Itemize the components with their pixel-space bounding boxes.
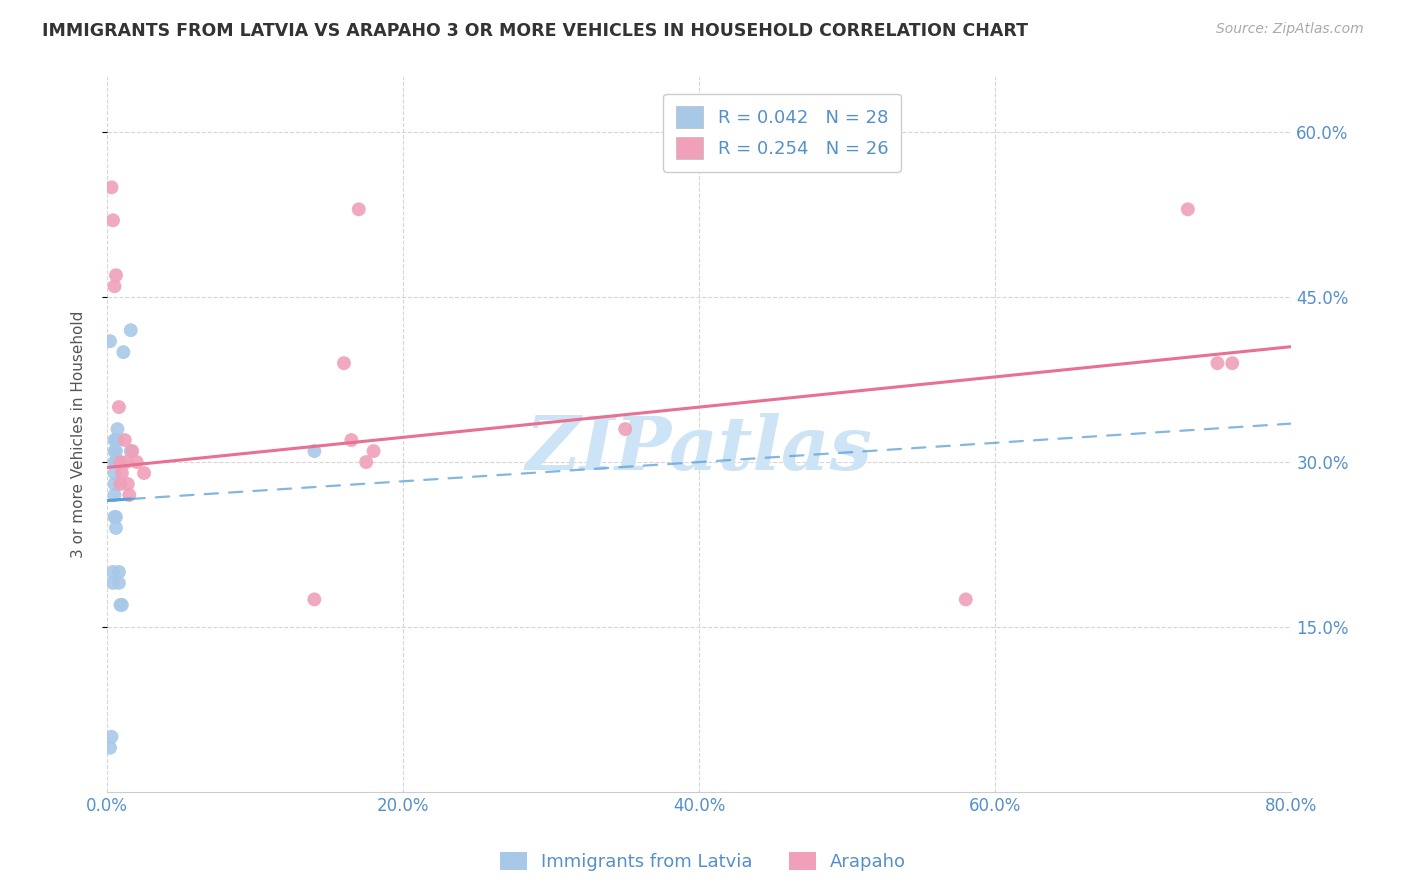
Point	[103, 466, 125, 480]
Point	[104, 521, 127, 535]
Point	[304, 444, 326, 458]
Point	[347, 202, 370, 217]
Point	[114, 433, 136, 447]
Point	[110, 598, 132, 612]
Point	[110, 455, 132, 469]
Point	[1177, 202, 1199, 217]
Point	[1206, 356, 1229, 370]
Point	[103, 444, 125, 458]
Point	[104, 510, 127, 524]
Text: IMMIGRANTS FROM LATVIA VS ARAPAHO 3 OR MORE VEHICLES IN HOUSEHOLD CORRELATION CH: IMMIGRANTS FROM LATVIA VS ARAPAHO 3 OR M…	[42, 22, 1028, 40]
Point	[103, 433, 125, 447]
Point	[333, 356, 356, 370]
Point	[103, 488, 125, 502]
Point	[118, 488, 141, 502]
Point	[340, 433, 363, 447]
Point	[100, 180, 122, 194]
Point	[104, 268, 127, 283]
Point	[120, 444, 142, 458]
Point	[107, 433, 129, 447]
Point	[110, 477, 132, 491]
Point	[354, 455, 377, 469]
Point	[104, 433, 127, 447]
Point	[132, 466, 155, 480]
Point	[104, 444, 127, 458]
Point	[103, 455, 125, 469]
Point	[100, 730, 122, 744]
Point	[111, 466, 134, 480]
Point	[112, 345, 135, 359]
Point	[120, 323, 142, 337]
Point	[363, 444, 385, 458]
Point	[955, 592, 977, 607]
Point	[98, 334, 121, 348]
Point	[121, 444, 143, 458]
Point	[107, 455, 129, 469]
Point	[103, 477, 125, 491]
Point	[115, 455, 138, 469]
Point	[304, 592, 326, 607]
Text: Source: ZipAtlas.com: Source: ZipAtlas.com	[1216, 22, 1364, 37]
Text: ZIPatlas: ZIPatlas	[526, 413, 873, 485]
Point	[101, 575, 124, 590]
Point	[111, 598, 134, 612]
Point	[101, 565, 124, 579]
Point	[101, 213, 124, 227]
Y-axis label: 3 or more Vehicles in Household: 3 or more Vehicles in Household	[72, 311, 86, 558]
Point	[108, 565, 131, 579]
Point	[614, 422, 637, 436]
Point	[104, 455, 127, 469]
Point	[103, 510, 125, 524]
Legend: Immigrants from Latvia, Arapaho: Immigrants from Latvia, Arapaho	[492, 845, 914, 879]
Point	[1220, 356, 1243, 370]
Point	[98, 740, 121, 755]
Point	[107, 422, 129, 436]
Point	[125, 455, 148, 469]
Point	[103, 279, 125, 293]
Point	[117, 477, 139, 491]
Point	[108, 400, 131, 414]
Legend: R = 0.042   N = 28, R = 0.254   N = 26: R = 0.042 N = 28, R = 0.254 N = 26	[664, 94, 901, 172]
Point	[108, 575, 131, 590]
